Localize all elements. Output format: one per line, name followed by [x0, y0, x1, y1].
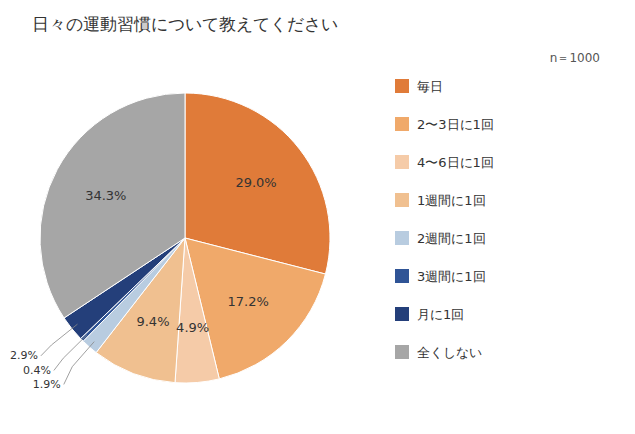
data-label: 1.9%	[33, 378, 61, 391]
legend-label: 2週間に1回	[417, 231, 486, 246]
data-label: 29.0%	[235, 175, 276, 190]
legend-item: 全くしない	[395, 345, 482, 360]
legend-item: 2週間に1回	[395, 231, 486, 246]
legend-label: 3週間に1回	[417, 269, 486, 284]
chart: 日々の運動習慣について教えてください n＝1000 29.0% 17.2% 4.9% 9.…	[0, 0, 635, 434]
title: 日々の運動習慣について教えてください	[32, 14, 338, 34]
legend-item: 4〜6日に1回	[395, 155, 494, 170]
legend-label: 1週間に1回	[417, 193, 486, 208]
legend-swatch	[395, 193, 409, 207]
leader-line	[41, 324, 78, 356]
data-label: 4.9%	[176, 320, 209, 335]
annotation: n＝1000	[550, 51, 600, 65]
legend-label: 4〜6日に1回	[417, 155, 494, 170]
legend-swatch	[395, 307, 409, 321]
legend-label: 2〜3日に1回	[417, 117, 494, 132]
legend-item: 3週間に1回	[395, 269, 486, 284]
leader-line	[64, 342, 94, 385]
data-label: 2.9%	[10, 349, 38, 362]
legend-swatch	[395, 79, 409, 93]
legend-item: 2〜3日に1回	[395, 117, 494, 132]
legend-swatch	[395, 269, 409, 283]
legend-item: 毎日	[395, 79, 443, 94]
data-label: 17.2%	[228, 294, 269, 309]
legend-swatch	[395, 155, 409, 169]
legend-item: 月に1回	[395, 307, 464, 322]
legend-swatch	[395, 117, 409, 131]
slice	[40, 93, 185, 318]
data-label: 0.4%	[23, 364, 51, 377]
legend: 毎日 2〜3日に1回 4〜6日に1回 1週間に1回 2週間に1回 3週間に1回月に1回全く…	[395, 79, 494, 360]
data-label: 34.3%	[85, 188, 126, 203]
legend-label: 全くしない	[417, 345, 482, 360]
legend-label: 月に1回	[417, 307, 464, 322]
legend-label: 毎日	[417, 79, 443, 94]
legend-item: 1週間に1回	[395, 193, 486, 208]
legend-swatch	[395, 231, 409, 245]
legend-swatch	[395, 345, 409, 359]
pie	[40, 93, 330, 383]
data-label: 9.4%	[136, 314, 169, 329]
data-labels: 29.0% 17.2% 4.9% 9.4% 34.3% 2.9% 0.4%1.9%	[10, 175, 277, 391]
leader-line	[54, 335, 87, 371]
